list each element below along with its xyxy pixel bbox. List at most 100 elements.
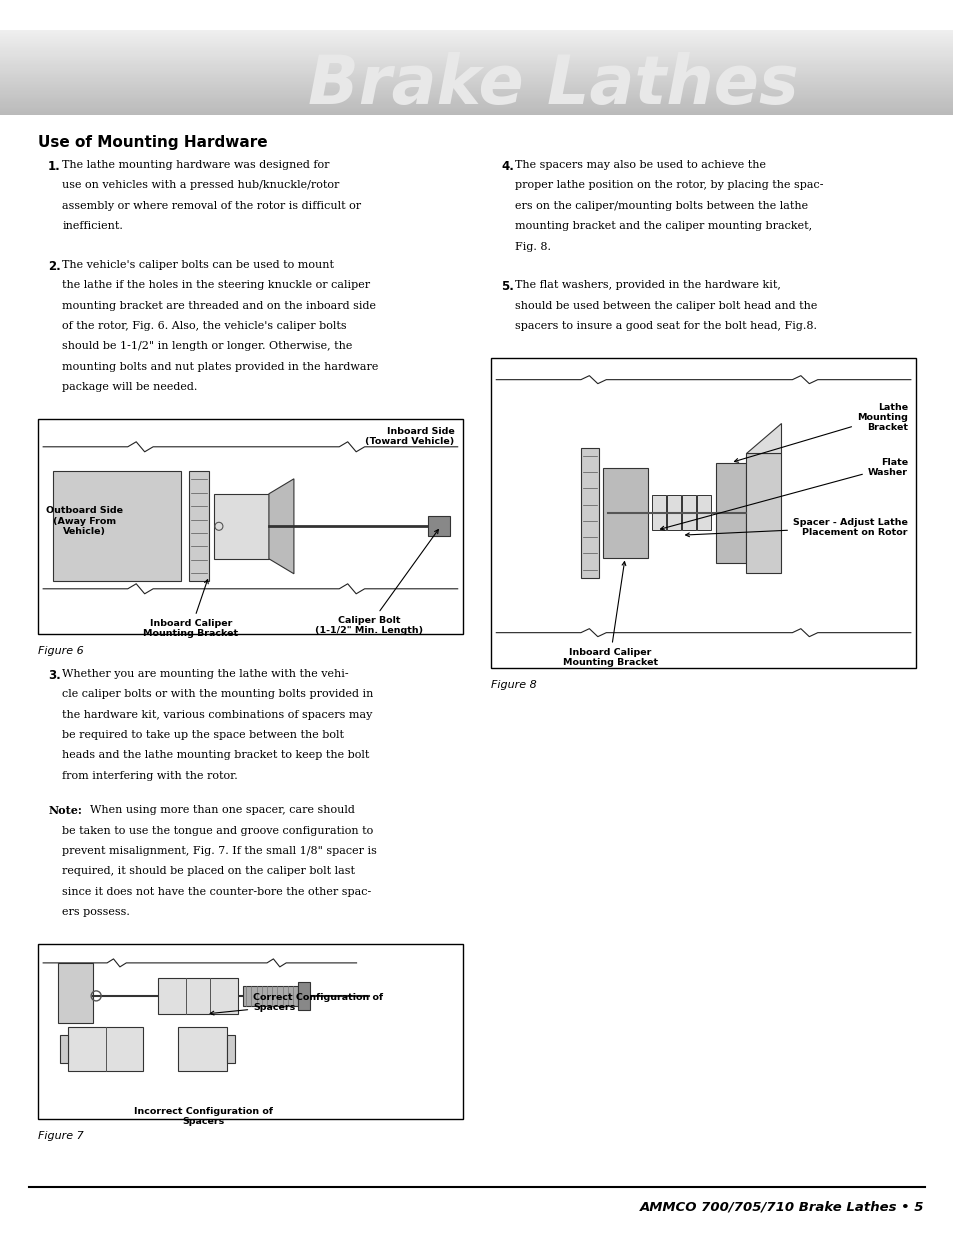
Bar xyxy=(0,112,953,114)
Bar xyxy=(0,94,953,95)
Text: cle caliper bolts or with the mounting bolts provided in: cle caliper bolts or with the mounting b… xyxy=(62,689,374,699)
Text: The lathe mounting hardware was designed for: The lathe mounting hardware was designed… xyxy=(62,161,330,170)
Text: proper lathe position on the rotor, by placing the spac-: proper lathe position on the rotor, by p… xyxy=(515,180,823,190)
Bar xyxy=(0,103,953,104)
Bar xyxy=(0,88,953,89)
Bar xyxy=(0,40,953,41)
Text: Figure 7: Figure 7 xyxy=(38,1131,84,1141)
Bar xyxy=(0,44,953,46)
Bar xyxy=(0,33,953,35)
Text: use on vehicles with a pressed hub/knuckle/rotor: use on vehicles with a pressed hub/knuck… xyxy=(62,180,339,190)
Bar xyxy=(715,463,745,563)
Bar xyxy=(0,114,953,115)
Text: Flate
Washer: Flate Washer xyxy=(659,458,907,530)
Bar xyxy=(0,93,953,94)
Bar xyxy=(680,495,695,530)
Text: Figure 6: Figure 6 xyxy=(38,646,84,656)
Bar xyxy=(602,468,647,558)
Bar xyxy=(0,101,953,103)
Text: be taken to use the tongue and groove configuration to: be taken to use the tongue and groove co… xyxy=(62,826,373,836)
Bar xyxy=(491,358,915,668)
Bar xyxy=(0,57,953,58)
Polygon shape xyxy=(269,479,294,574)
Bar xyxy=(0,30,953,31)
Text: from interfering with the rotor.: from interfering with the rotor. xyxy=(62,771,237,781)
Text: required, it should be placed on the caliper bolt last: required, it should be placed on the cal… xyxy=(62,867,355,877)
Bar xyxy=(0,35,953,36)
Bar xyxy=(0,47,953,48)
Bar xyxy=(0,69,953,72)
Bar xyxy=(0,48,953,49)
Bar xyxy=(0,89,953,91)
Text: Note:: Note: xyxy=(48,805,82,816)
Text: Outboard Side
(Away From
Vehicle): Outboard Side (Away From Vehicle) xyxy=(46,506,123,536)
Bar xyxy=(0,79,953,82)
Text: Fig. 8.: Fig. 8. xyxy=(515,242,551,252)
Bar xyxy=(0,38,953,40)
Text: Whether you are mounting the lathe with the vehi-: Whether you are mounting the lathe with … xyxy=(62,669,349,679)
Text: spacers to insure a good seat for the bolt head, Fig.8.: spacers to insure a good seat for the bo… xyxy=(515,321,817,331)
Text: prevent misalignment, Fig. 7. If the small 1/8" spacer is: prevent misalignment, Fig. 7. If the sma… xyxy=(62,846,376,856)
Bar xyxy=(0,85,953,86)
Bar xyxy=(0,84,953,85)
Text: 4.: 4. xyxy=(500,161,514,173)
Bar xyxy=(0,98,953,99)
Bar xyxy=(0,64,953,65)
Bar xyxy=(0,62,953,63)
Bar xyxy=(0,67,953,68)
Bar xyxy=(0,82,953,83)
Text: Figure 8: Figure 8 xyxy=(491,679,537,689)
Text: Lathe
Mounting
Bracket: Lathe Mounting Bracket xyxy=(734,403,907,462)
Bar xyxy=(38,944,462,1119)
Bar xyxy=(0,63,953,64)
Text: Incorrect Configuration of
Spacers: Incorrect Configuration of Spacers xyxy=(134,1107,273,1126)
Text: mounting bracket and the caliper mounting bracket,: mounting bracket and the caliper mountin… xyxy=(515,221,812,231)
Bar xyxy=(0,41,953,43)
Text: the lathe if the holes in the steering knuckle or caliper: the lathe if the holes in the steering k… xyxy=(62,280,370,290)
Bar xyxy=(0,53,953,54)
Bar xyxy=(0,106,953,107)
Text: since it does not have the counter-bore the other spac-: since it does not have the counter-bore … xyxy=(62,887,371,897)
Text: Inboard Side
(Toward Vehicle): Inboard Side (Toward Vehicle) xyxy=(365,427,455,446)
Text: the hardware kit, various combinations of spacers may: the hardware kit, various combinations o… xyxy=(62,710,372,720)
Bar xyxy=(178,1026,227,1071)
Text: Brake Lathes: Brake Lathes xyxy=(308,52,798,119)
Bar xyxy=(0,31,953,33)
Bar xyxy=(0,58,953,59)
Bar xyxy=(0,86,953,88)
Text: be required to take up the space between the bolt: be required to take up the space between… xyxy=(62,730,344,740)
Bar xyxy=(0,68,953,69)
Bar xyxy=(0,49,953,51)
Text: ers possess.: ers possess. xyxy=(62,908,130,918)
Text: The spacers may also be used to achieve the: The spacers may also be used to achieve … xyxy=(515,161,765,170)
Bar xyxy=(213,494,269,558)
Bar xyxy=(0,107,953,110)
Text: assembly or where removal of the rotor is difficult or: assembly or where removal of the rotor i… xyxy=(62,201,361,211)
Text: When using more than one spacer, care should: When using more than one spacer, care sh… xyxy=(91,805,355,815)
Bar xyxy=(53,472,181,582)
Bar xyxy=(298,982,310,1010)
Bar xyxy=(427,516,449,536)
Bar xyxy=(0,73,953,74)
Text: The flat washers, provided in the hardware kit,: The flat washers, provided in the hardwa… xyxy=(515,280,781,290)
Bar xyxy=(0,36,953,37)
Text: Inboard Caliper
Mounting Bracket: Inboard Caliper Mounting Bracket xyxy=(562,562,657,667)
Bar xyxy=(0,65,953,67)
Bar xyxy=(0,37,953,38)
Bar xyxy=(0,54,953,56)
Bar xyxy=(0,74,953,75)
Text: Spacer - Adjust Lathe
Placement on Rotor: Spacer - Adjust Lathe Placement on Rotor xyxy=(685,517,907,537)
Bar xyxy=(0,99,953,101)
Text: AMMCO 700/705/710 Brake Lathes • 5: AMMCO 700/705/710 Brake Lathes • 5 xyxy=(639,1200,923,1213)
Bar xyxy=(696,495,710,530)
Bar xyxy=(0,111,953,112)
Bar xyxy=(0,96,953,98)
Bar xyxy=(189,472,209,582)
Bar xyxy=(227,1035,234,1063)
Bar xyxy=(666,495,679,530)
Text: 2.: 2. xyxy=(48,259,61,273)
Text: package will be needed.: package will be needed. xyxy=(62,382,197,393)
Bar xyxy=(745,453,780,573)
Bar xyxy=(0,77,953,78)
Bar xyxy=(0,78,953,79)
